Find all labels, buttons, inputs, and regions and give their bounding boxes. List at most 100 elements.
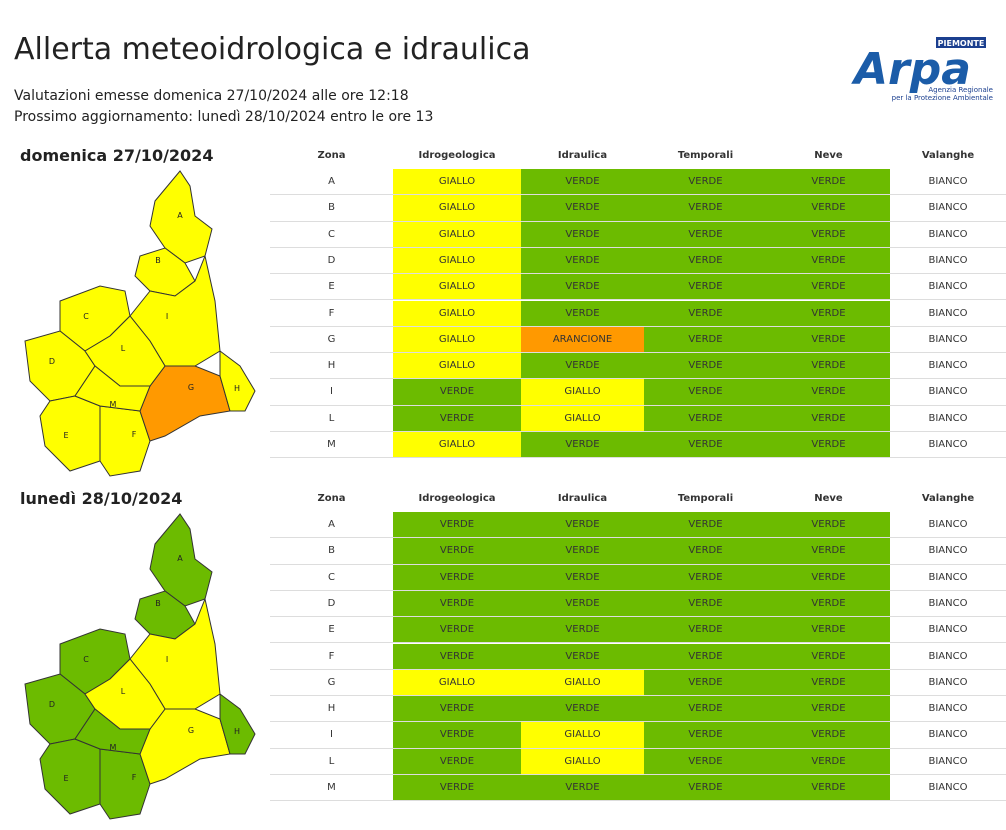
table-cell: VERDE — [767, 696, 890, 723]
table-cell: BIANCO — [890, 405, 1006, 432]
table-cell: BIANCO — [890, 643, 1006, 670]
table-cell: BIANCO — [890, 379, 1006, 406]
table-cell: BIANCO — [890, 274, 1006, 301]
table-cell: VERDE — [767, 195, 890, 222]
table-cell: H — [270, 353, 393, 380]
table-cell: VERDE — [644, 564, 767, 591]
table-cell: VERDE — [644, 643, 767, 670]
zone-label: H — [234, 384, 240, 393]
table-cell: D — [270, 590, 393, 618]
table-cell: VERDE — [644, 353, 767, 380]
zone-area — [74, 365, 151, 412]
column-header: Valanghe — [921, 150, 975, 161]
table-cell: B — [270, 538, 393, 565]
table-cell: E — [270, 274, 393, 301]
table-cell: BIANCO — [890, 722, 1006, 749]
table-cell: VERDE — [644, 590, 767, 618]
table-cell: VERDE — [644, 775, 767, 802]
table-cell: VERDE — [393, 538, 521, 565]
table-cell: VERDE — [767, 274, 890, 301]
table-cell: G — [270, 669, 393, 697]
table-cell: GIALLO — [521, 722, 644, 749]
table-cell: VERDE — [644, 617, 767, 644]
table-cell: BIANCO — [890, 564, 1006, 591]
table-cell: VERDE — [393, 405, 521, 432]
table-cell: I — [270, 379, 393, 406]
table-cell: VERDE — [521, 617, 644, 644]
table-cell: BIANCO — [890, 300, 1006, 327]
table-cell: M — [270, 432, 393, 459]
zone-map: A B C D E F G H I L M — [24, 170, 256, 477]
table-cell: VERDE — [393, 696, 521, 723]
table-cell: GIALLO — [393, 432, 521, 459]
zone-label: H — [234, 727, 240, 736]
table-cell: VERDE — [644, 538, 767, 565]
logo-band — [936, 37, 986, 48]
table-cell: VERDE — [393, 379, 521, 406]
zone-label: L — [121, 344, 126, 353]
table-cell: VERDE — [521, 195, 644, 222]
table-cell: VERDE — [767, 247, 890, 275]
table-cell: GIALLO — [393, 300, 521, 327]
title: Allerta meteoidrologica e idraulica — [14, 32, 531, 67]
column-header: Idrogeologica — [418, 493, 496, 504]
zone-label: I — [166, 312, 168, 321]
table-cell: C — [270, 221, 393, 248]
next-update: Prossimo aggiornamento: lunedì 28/10/202… — [14, 109, 434, 125]
table-cell: VERDE — [521, 300, 644, 327]
logo-name: Arpa — [851, 44, 971, 95]
table-cell: VERDE — [767, 538, 890, 565]
column-header: Neve — [814, 493, 843, 504]
table-cell: VERDE — [767, 669, 890, 697]
zone-label: D — [49, 357, 55, 366]
table-cell: GIALLO — [393, 326, 521, 354]
table-cell: BIANCO — [890, 353, 1006, 380]
table-cell: VERDE — [644, 696, 767, 723]
table-cell: VERDE — [644, 379, 767, 406]
table-cell: VERDE — [644, 512, 767, 539]
logo: PIEMONTE Arpa Agenzia Regionale per la P… — [851, 37, 993, 102]
table-cell: VERDE — [521, 512, 644, 539]
zone-area — [74, 708, 151, 755]
table-cell: M — [270, 775, 393, 802]
table-cell: BIANCO — [890, 617, 1006, 644]
table-cell: VERDE — [521, 643, 644, 670]
zone-label: D — [49, 700, 55, 709]
logo-tagline-2: per la Protezione Ambientale — [892, 94, 993, 102]
table-cell: VERDE — [767, 617, 890, 644]
table-cell: BIANCO — [890, 696, 1006, 723]
table-cell: VERDE — [644, 247, 767, 275]
table-cell: VERDE — [767, 169, 890, 196]
day-heading: domenica 27/10/2024 — [20, 146, 214, 165]
table-cell: BIANCO — [890, 195, 1006, 222]
table-cell: GIALLO — [521, 379, 644, 406]
table-cell: VERDE — [521, 564, 644, 591]
zone-label: G — [188, 383, 194, 392]
logo-tagline-1: Agenzia Regionale — [928, 86, 993, 94]
table-cell: VERDE — [767, 564, 890, 591]
table-cell: VERDE — [393, 512, 521, 539]
table-cell: VERDE — [767, 379, 890, 406]
table-cell: BIANCO — [890, 221, 1006, 248]
table-cell: BIANCO — [890, 169, 1006, 196]
column-header: Idrogeologica — [418, 150, 496, 161]
table-cell: VERDE — [521, 590, 644, 618]
zone-area — [149, 513, 213, 607]
table-cell: D — [270, 247, 393, 275]
table-cell: BIANCO — [890, 538, 1006, 565]
day-heading: lunedì 28/10/2024 — [20, 489, 183, 508]
table-cell: BIANCO — [890, 326, 1006, 354]
table-cell: VERDE — [767, 353, 890, 380]
zone-label: E — [63, 774, 68, 783]
table-cell: VERDE — [521, 538, 644, 565]
table-cell: VERDE — [521, 274, 644, 301]
table-cell: VERDE — [393, 590, 521, 618]
logo-region: PIEMONTE — [938, 39, 985, 48]
column-header: Valanghe — [921, 493, 975, 504]
issued: Valutazioni emesse domenica 27/10/2024 a… — [14, 88, 409, 104]
table-cell: E — [270, 617, 393, 644]
table-cell: GIALLO — [393, 169, 521, 196]
zone-area — [149, 170, 213, 264]
column-header: Idraulica — [557, 150, 608, 161]
